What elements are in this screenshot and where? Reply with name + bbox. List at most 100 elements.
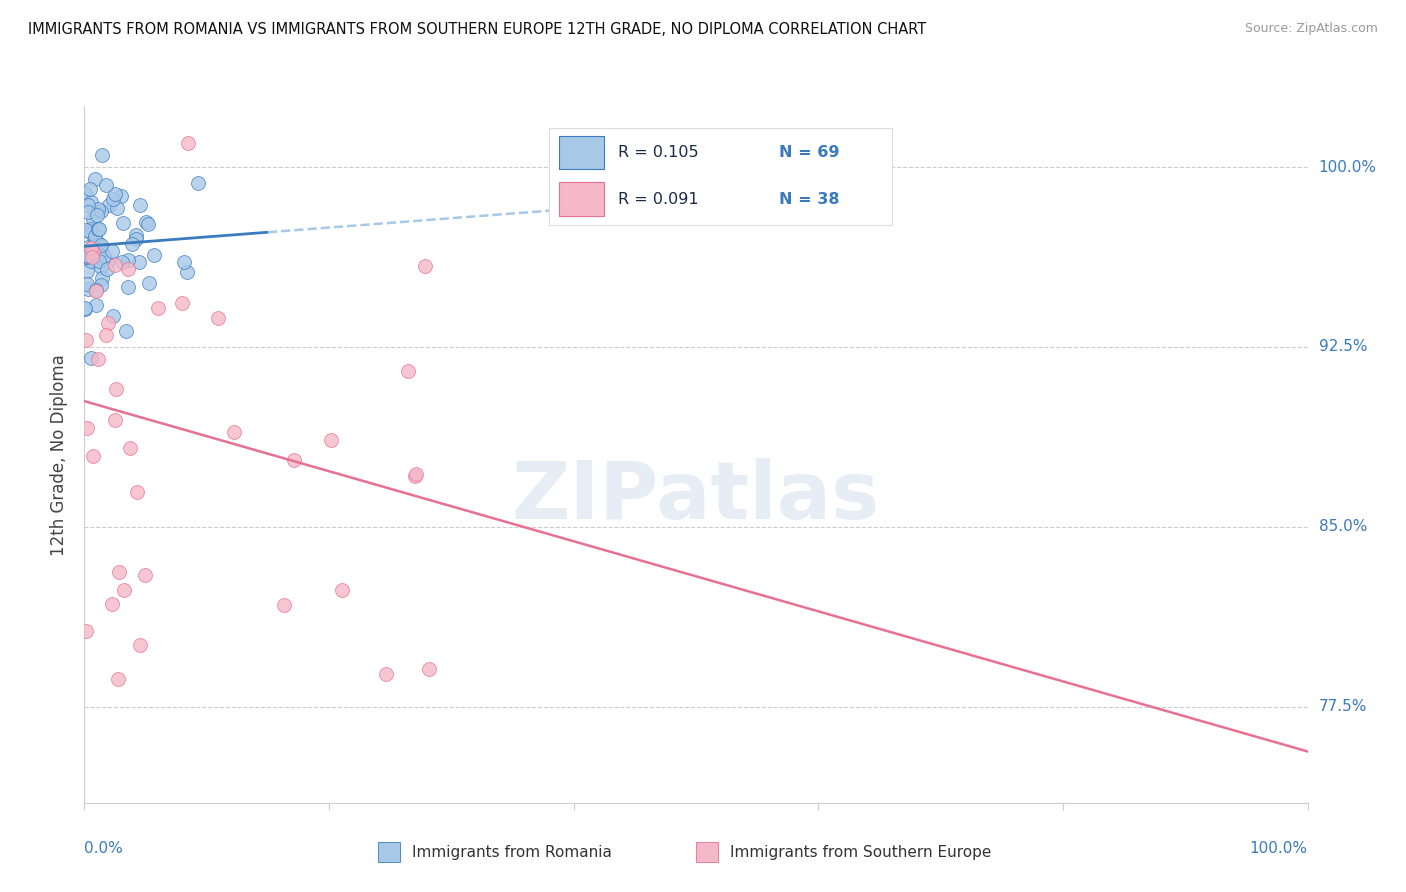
Point xyxy=(82,239,104,253)
Point xyxy=(134,568,156,582)
Point xyxy=(90,244,112,259)
Text: Immigrants from Romania: Immigrants from Romania xyxy=(412,846,612,861)
Point xyxy=(121,236,143,251)
Point xyxy=(89,222,111,236)
Point xyxy=(77,240,100,254)
Point xyxy=(80,226,103,240)
Text: IMMIGRANTS FROM ROMANIA VS IMMIGRANTS FROM SOUTHERN EUROPE 12TH GRADE, NO DIPLOM: IMMIGRANTS FROM ROMANIA VS IMMIGRANTS FR… xyxy=(28,22,927,37)
Point xyxy=(84,229,107,244)
Point xyxy=(124,232,146,246)
Point xyxy=(176,265,198,279)
Point xyxy=(77,224,100,238)
Point xyxy=(101,192,124,206)
Point xyxy=(97,198,120,212)
Point xyxy=(112,216,135,230)
Point xyxy=(114,324,136,338)
Point xyxy=(413,260,436,274)
Point xyxy=(172,295,194,310)
FancyBboxPatch shape xyxy=(696,842,718,862)
FancyBboxPatch shape xyxy=(378,842,399,862)
Point xyxy=(90,237,112,252)
Point xyxy=(187,176,209,190)
Point xyxy=(75,624,97,639)
Point xyxy=(79,241,101,255)
Point xyxy=(77,249,100,263)
Point xyxy=(319,434,342,448)
Point xyxy=(100,597,122,611)
Point xyxy=(103,309,125,323)
Point xyxy=(128,638,150,652)
Point xyxy=(80,194,103,209)
Text: ZIPatlas: ZIPatlas xyxy=(512,458,880,536)
Point xyxy=(105,382,128,396)
Point xyxy=(110,189,132,203)
Text: 100.0%: 100.0% xyxy=(1319,160,1376,175)
Point xyxy=(80,254,103,268)
Point xyxy=(82,449,104,463)
Point xyxy=(138,217,160,231)
Text: 77.5%: 77.5% xyxy=(1319,699,1367,714)
Point xyxy=(87,351,110,366)
Point xyxy=(75,301,97,316)
Text: 85.0%: 85.0% xyxy=(1319,519,1367,534)
Point xyxy=(87,253,110,268)
Text: 100.0%: 100.0% xyxy=(1250,841,1308,856)
Point xyxy=(79,182,101,196)
Point xyxy=(76,420,98,434)
Point xyxy=(125,227,148,242)
Point xyxy=(104,186,127,201)
Point xyxy=(80,351,103,366)
Point xyxy=(111,255,134,269)
Point xyxy=(396,364,419,378)
Point xyxy=(75,223,97,237)
Point xyxy=(73,186,96,200)
Point xyxy=(87,202,110,217)
Point xyxy=(79,222,101,236)
Point xyxy=(135,215,157,229)
Point xyxy=(96,327,118,342)
Point xyxy=(128,198,150,212)
Point xyxy=(82,245,104,260)
Point xyxy=(73,248,96,262)
Point xyxy=(104,412,127,426)
Point xyxy=(330,583,353,598)
Point xyxy=(76,263,98,277)
Point xyxy=(108,565,131,579)
Point xyxy=(405,467,427,482)
Point xyxy=(105,201,128,215)
Point xyxy=(90,148,112,162)
Point xyxy=(117,262,139,277)
Point xyxy=(84,283,107,297)
Point xyxy=(173,255,195,269)
Point xyxy=(118,442,141,456)
Point xyxy=(75,301,97,316)
Point xyxy=(76,277,98,291)
Point xyxy=(117,252,139,267)
Text: Source: ZipAtlas.com: Source: ZipAtlas.com xyxy=(1244,22,1378,36)
Point xyxy=(76,245,98,260)
Point xyxy=(142,248,165,262)
Point xyxy=(90,260,112,274)
Point xyxy=(107,673,129,687)
Text: 0.0%: 0.0% xyxy=(84,841,124,856)
Point xyxy=(112,583,135,598)
Point xyxy=(75,246,97,260)
Point xyxy=(148,301,170,316)
Point xyxy=(90,271,112,285)
Text: Immigrants from Southern Europe: Immigrants from Southern Europe xyxy=(730,846,991,861)
Point xyxy=(97,316,120,330)
Point xyxy=(93,249,115,263)
Point xyxy=(273,598,295,612)
Point xyxy=(86,208,108,222)
Point xyxy=(96,261,118,276)
Point xyxy=(90,204,112,219)
Y-axis label: 12th Grade, No Diploma: 12th Grade, No Diploma xyxy=(51,354,69,556)
Point xyxy=(76,250,98,264)
Point xyxy=(100,244,122,258)
Point xyxy=(222,425,245,439)
Point xyxy=(77,198,100,212)
Point xyxy=(404,469,426,483)
Point xyxy=(86,235,108,250)
Point xyxy=(83,172,105,186)
Point xyxy=(84,298,107,312)
